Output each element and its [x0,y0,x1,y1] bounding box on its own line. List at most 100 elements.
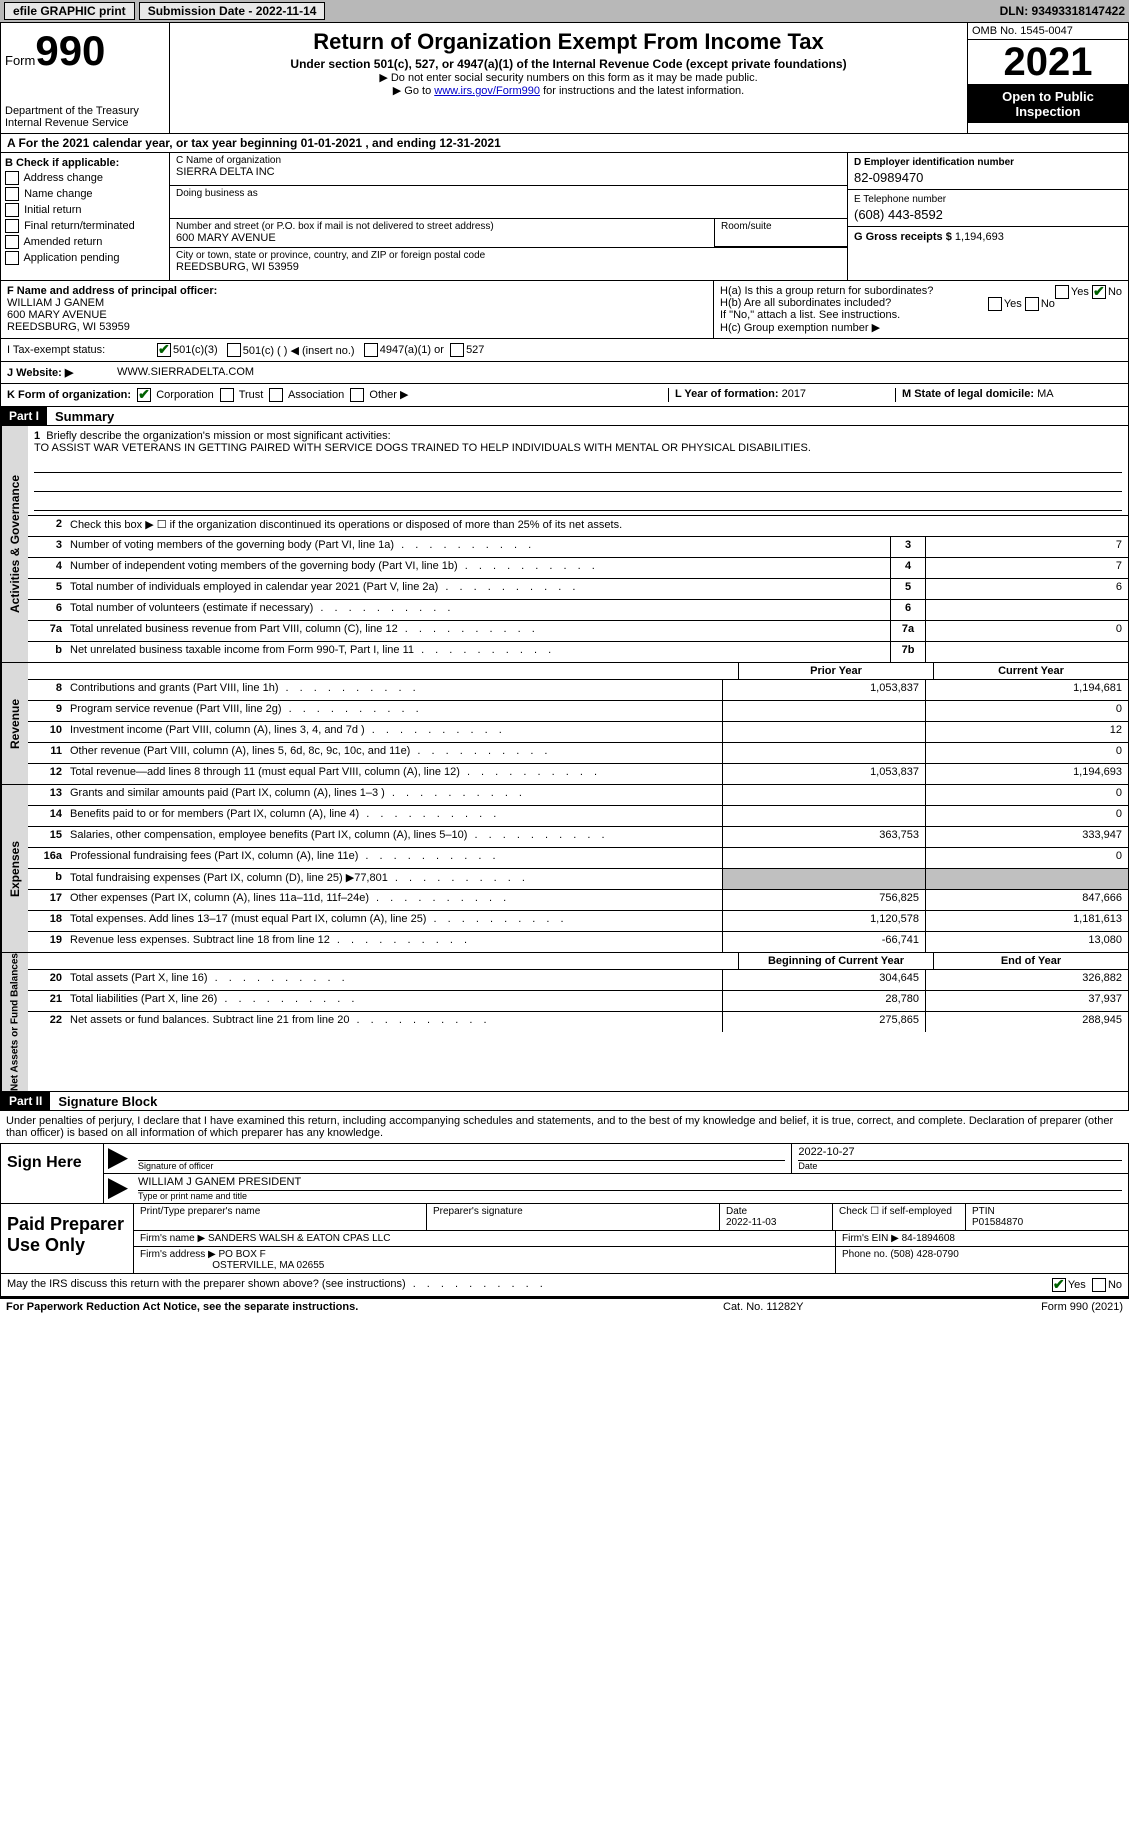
org-name: SIERRA DELTA INC [176,166,841,178]
preparer-label: Paid Preparer Use Only [1,1204,134,1273]
line7a: Total unrelated business revenue from Pa… [66,621,890,641]
ha-no[interactable] [1092,285,1106,299]
dept-irs: Internal Revenue Service [5,117,165,129]
vtab-revenue: Revenue [1,663,28,784]
firm-phone: (508) 428-0790 [890,1249,958,1260]
efile-print-button[interactable]: efile GRAPHIC print [4,2,135,20]
footer-paperwork: For Paperwork Reduction Act Notice, see … [6,1301,723,1313]
form-header: Form990 Department of the Treasury Inter… [0,22,1129,134]
line7b: Net unrelated business taxable income fr… [66,642,890,662]
table-row: 14Benefits paid to or for members (Part … [28,806,1128,827]
footer-cat: Cat. No. 11282Y [723,1301,923,1313]
part2-title: Signature Block [50,1094,157,1109]
part2-header: Part II [1,1092,50,1110]
hb-yes[interactable] [988,297,1002,311]
chk-amended[interactable] [5,235,19,249]
chk-trust[interactable] [220,388,234,402]
table-row: 16aProfessional fundraising fees (Part I… [28,848,1128,869]
part1-title: Summary [47,409,114,424]
discuss-row: May the IRS discuss this return with the… [0,1274,1129,1297]
chk-name-change[interactable] [5,187,19,201]
sig-arrow-icon-2 [108,1178,128,1199]
year-formation: 2017 [782,388,806,400]
chk-final-return[interactable] [5,219,19,233]
chk-assoc[interactable] [269,388,283,402]
discuss-no[interactable] [1092,1278,1106,1292]
val-6 [925,600,1128,620]
sig-name: WILLIAM J GANEM PRESIDENT [138,1176,1122,1191]
dba-label: Doing business as [176,188,841,199]
form-note-link: Go to www.irs.gov/Form990 for instructio… [174,84,963,97]
val-7b [925,642,1128,662]
chk-501c[interactable] [227,343,241,357]
room-label: Room/suite [721,221,841,232]
table-row: 15Salaries, other compensation, employee… [28,827,1128,848]
omb-number: OMB No. 1545-0047 [968,23,1128,40]
chk-527[interactable] [450,343,464,357]
begin-year-header: Beginning of Current Year [738,953,933,969]
val-4: 7 [925,558,1128,578]
form-subtitle: Under section 501(c), 527, or 4947(a)(1)… [174,57,963,71]
sign-here-label: Sign Here [1,1144,104,1203]
row-a-calendar-year: A For the 2021 calendar year, or tax yea… [0,134,1129,153]
val-5: 6 [925,579,1128,599]
val-7a: 0 [925,621,1128,641]
tax-year: 2021 [968,40,1128,85]
officer-name: WILLIAM J GANEM [7,297,707,309]
section-b-checkboxes: B Check if applicable: Address change Na… [1,153,170,280]
state-domicile: MA [1037,388,1054,400]
chk-4947[interactable] [364,343,378,357]
vtab-expenses: Expenses [1,785,28,952]
officer-city: REEDSBURG, WI 53959 [7,321,707,333]
table-row: 17Other expenses (Part IX, column (A), l… [28,890,1128,911]
chk-501c3[interactable] [157,343,171,357]
table-row: 13Grants and similar amounts paid (Part … [28,785,1128,806]
chk-other[interactable] [350,388,364,402]
org-name-label: C Name of organization [176,155,841,166]
sig-officer-label: Signature of officer [138,1161,785,1171]
chk-address-change[interactable] [5,171,19,185]
sig-date-label: Date [798,1161,1122,1171]
table-row: 18Total expenses. Add lines 13–17 (must … [28,911,1128,932]
table-row: 10Investment income (Part VIII, column (… [28,722,1128,743]
submission-date: Submission Date - 2022-11-14 [139,2,326,20]
line2: Check this box ▶ ☐ if the organization d… [66,516,1128,536]
irs-link[interactable]: www.irs.gov/Form990 [434,85,540,97]
end-year-header: End of Year [933,953,1128,969]
table-row: 19Revenue less expenses. Subtract line 1… [28,932,1128,952]
discuss-yes[interactable] [1052,1278,1066,1292]
signature-intro: Under penalties of perjury, I declare th… [0,1111,1129,1143]
firm-addr1: PO BOX F [219,1249,266,1260]
street-value: 600 MARY AVENUE [176,232,708,244]
hb-note: If "No," attach a list. See instructions… [720,309,1122,321]
form-note-ssn: Do not enter social security numbers on … [174,71,963,84]
val-3: 7 [925,537,1128,557]
city-value: REEDSBURG, WI 53959 [176,261,841,273]
ha-yes[interactable] [1055,285,1069,299]
dept-treasury: Department of the Treasury [5,105,165,117]
form-number: Form990 [5,27,165,75]
table-row: bTotal fundraising expenses (Part IX, co… [28,869,1128,890]
prep-ptin: P01584870 [972,1217,1023,1228]
street-label: Number and street (or P.O. box if mail i… [176,221,708,232]
dln-label: DLN: 93493318147422 [1000,4,1125,18]
footer-form: Form 990 (2021) [923,1301,1123,1313]
officer-label: F Name and address of principal officer: [7,285,707,297]
chk-app-pending[interactable] [5,251,19,265]
prior-year-header: Prior Year [738,663,933,679]
firm-ein: 84-1894608 [902,1233,955,1244]
table-row: 21Total liabilities (Part X, line 26)28,… [28,991,1128,1012]
top-toolbar: efile GRAPHIC print Submission Date - 20… [0,0,1129,22]
chk-initial-return[interactable] [5,203,19,217]
website-row: J Website: ▶ WWW.SIERRADELTA.COM [0,362,1129,384]
table-row: 22Net assets or fund balances. Subtract … [28,1012,1128,1032]
officer-street: 600 MARY AVENUE [7,309,707,321]
city-label: City or town, state or province, country… [176,250,841,261]
part1-header: Part I [1,407,47,425]
current-year-header: Current Year [933,663,1128,679]
hb-no[interactable] [1025,297,1039,311]
chk-corp[interactable] [137,388,151,402]
ein-label: D Employer identification number [854,157,1122,168]
phone-label: E Telephone number [854,194,1122,205]
website-value: WWW.SIERRADELTA.COM [117,366,254,379]
